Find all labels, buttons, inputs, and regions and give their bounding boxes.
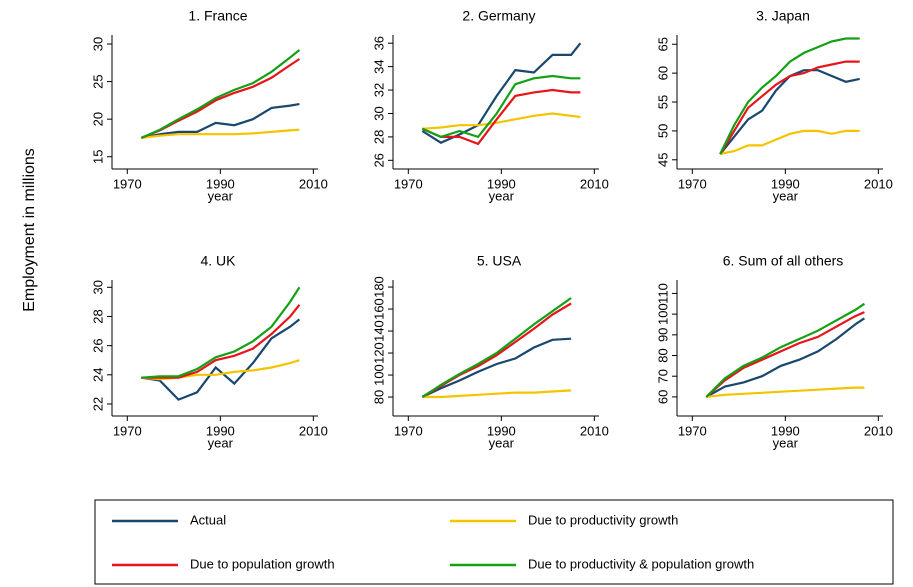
y-tick-label: 140	[371, 320, 386, 342]
x-tick-label: 2010	[864, 423, 893, 438]
chart-title: 6. Sum of all others	[723, 253, 844, 269]
series-line	[705, 311, 865, 398]
y-tick-label: 160	[371, 298, 386, 320]
x-tick-label: 1970	[394, 423, 423, 438]
y-tick-label: 32	[371, 83, 386, 97]
series-line	[706, 386, 865, 398]
y-tick-label: 25	[90, 74, 105, 88]
y-tick-label: 15	[90, 149, 105, 163]
series-line	[141, 103, 300, 139]
y-tick-label: 28	[371, 130, 386, 144]
legend-box	[94, 499, 894, 585]
y-tick-label: 60	[655, 390, 670, 404]
legend-label: Due to productivity & population growth	[528, 556, 754, 571]
y-tick-label: 90	[655, 328, 670, 342]
x-tick-label: 1970	[113, 423, 142, 438]
y-tick-label: 80	[371, 390, 386, 404]
x-axis-label: year	[208, 435, 234, 450]
x-tick-label: 1990	[487, 176, 516, 191]
y-tick-label: 55	[655, 95, 670, 109]
y-tick-label: 100	[371, 364, 386, 386]
y-tick-label: 36	[371, 36, 386, 50]
y-tick-label: 80	[655, 348, 670, 362]
y-tick-label: 26	[90, 338, 105, 352]
y-tick-label: 100	[655, 303, 670, 325]
y-tick-label: 60	[655, 66, 670, 80]
y-tick-label: 120	[371, 342, 386, 364]
y-tick-label: 22	[90, 397, 105, 411]
x-tick-label: 1990	[206, 176, 235, 191]
x-axis-label: year	[489, 435, 515, 450]
y-tick-label: 24	[90, 368, 105, 382]
chart-title: 1. France	[188, 8, 247, 24]
x-axis-label: year	[489, 188, 515, 203]
y-tick-label: 50	[655, 124, 670, 138]
series-line	[141, 286, 301, 379]
series-line	[705, 302, 866, 398]
chart-title: 2. Germany	[462, 8, 535, 24]
series-line	[719, 60, 860, 155]
y-tick-label: 30	[90, 37, 105, 51]
x-tick-label: 2010	[864, 176, 893, 191]
y-tick-label: 28	[90, 309, 105, 323]
x-tick-label: 1970	[394, 176, 423, 191]
y-tick-label: 30	[90, 280, 105, 294]
y-tick-label: 70	[655, 369, 670, 383]
series-line	[422, 112, 581, 130]
x-tick-label: 2010	[580, 176, 609, 191]
legend-label: Due to population growth	[190, 556, 335, 571]
x-axis-label: year	[773, 188, 799, 203]
x-tick-label: 2010	[299, 176, 328, 191]
legend-label: Actual	[190, 512, 226, 527]
chart-title: 4. UK	[200, 253, 236, 269]
series-line	[141, 128, 300, 139]
series-line	[421, 42, 582, 144]
y-tick-label: 30	[371, 106, 386, 120]
series-line	[719, 129, 860, 156]
y-tick-label: 180	[371, 276, 386, 298]
y-tick-label: 65	[655, 37, 670, 51]
series-line	[141, 318, 301, 401]
series-line	[140, 49, 301, 139]
x-tick-label: 1970	[678, 176, 707, 191]
x-tick-label: 1990	[487, 423, 516, 438]
x-tick-label: 2010	[299, 423, 328, 438]
legend-label: Due to productivity growth	[528, 512, 678, 527]
y-tick-label: 45	[655, 153, 670, 167]
x-tick-label: 1990	[771, 176, 800, 191]
chart-title: 3. Japan	[756, 8, 810, 24]
series-line	[421, 74, 581, 139]
x-tick-label: 1970	[113, 176, 142, 191]
y-tick-label: 26	[371, 153, 386, 167]
series-line	[422, 389, 572, 399]
series-line	[421, 297, 572, 398]
x-tick-label: 1990	[771, 423, 800, 438]
x-tick-label: 1970	[678, 423, 707, 438]
x-tick-label: 1990	[206, 423, 235, 438]
series-line	[421, 88, 581, 146]
y-tick-label: 110	[655, 283, 670, 304]
y-tick-label: 20	[90, 112, 105, 126]
series-line	[705, 317, 866, 398]
series-line	[421, 337, 572, 398]
series-line	[719, 37, 860, 155]
y-tick-label: 34	[371, 59, 386, 73]
x-axis-label: year	[208, 188, 234, 203]
chart-title: 5. USA	[477, 253, 522, 269]
series-line	[141, 304, 301, 379]
x-axis-label: year	[773, 435, 799, 450]
x-tick-label: 2010	[580, 423, 609, 438]
y-axis-label: Employment in millions	[21, 148, 38, 312]
